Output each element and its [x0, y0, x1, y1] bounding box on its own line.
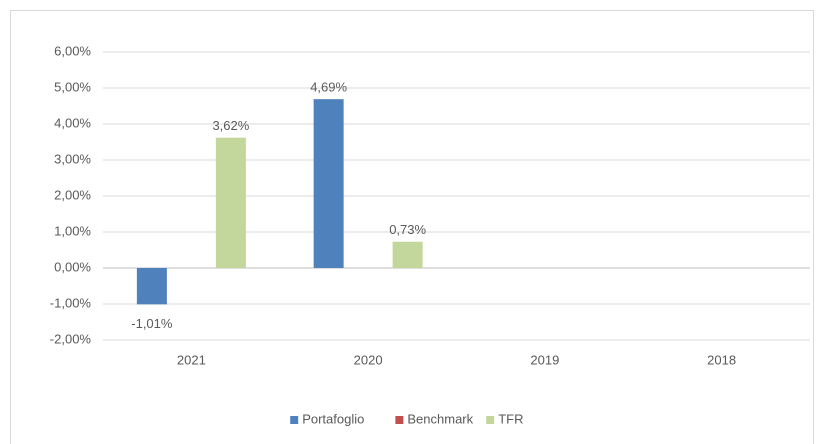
x-tick-label: 2019: [530, 352, 559, 367]
x-tick-label: 2018: [707, 352, 736, 367]
y-tick-label: 4,00%: [54, 115, 91, 130]
y-tick-label: -2,00%: [50, 331, 92, 346]
data-label: 3,62%: [212, 118, 249, 133]
legend-swatch: [486, 416, 495, 424]
legend-swatch: [395, 416, 404, 424]
bar: [313, 99, 344, 268]
legend-label: Portafoglio: [302, 411, 364, 426]
y-tick-label: 2,00%: [54, 187, 91, 202]
y-tick-label: 6,00%: [54, 43, 91, 58]
legend-label: Benchmark: [407, 411, 473, 426]
x-tick-label: 2020: [354, 352, 383, 367]
bar: [215, 137, 246, 268]
y-tick-label: 3,00%: [54, 151, 91, 166]
legend-swatch: [290, 416, 299, 424]
data-label: -1,01%: [131, 316, 173, 331]
data-label: 0,73%: [389, 222, 426, 237]
legend-label: TFR: [498, 411, 523, 426]
y-tick-label: -1,00%: [50, 295, 92, 310]
y-tick-label: 1,00%: [54, 223, 91, 238]
bar: [136, 268, 167, 305]
chart-frame: [10, 10, 814, 444]
data-label: 4,69%: [310, 80, 347, 95]
y-tick-label: 0,00%: [54, 259, 91, 274]
x-tick-label: 2021: [177, 352, 206, 367]
y-tick-label: 5,00%: [54, 79, 91, 94]
bar: [392, 241, 423, 268]
